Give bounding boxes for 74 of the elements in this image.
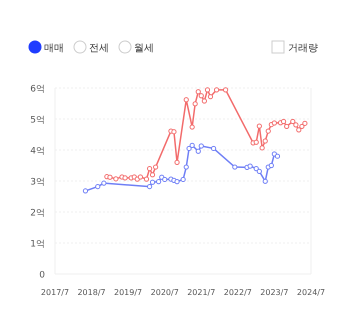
text: 월세 <box>134 43 154 54</box>
point <box>284 124 290 130</box>
point <box>122 175 128 181</box>
point <box>222 87 228 92</box>
x-tick-label: 2017/7 <box>40 288 70 297</box>
point <box>144 176 150 182</box>
x-tick-label: 2018/7 <box>77 288 106 297</box>
point <box>156 179 162 184</box>
point <box>153 164 158 170</box>
point <box>180 176 186 182</box>
point <box>147 184 152 190</box>
point <box>232 164 238 170</box>
y-tick-label: 0 <box>39 270 46 280</box>
point <box>147 166 152 172</box>
point <box>204 87 210 92</box>
point <box>266 128 271 134</box>
point <box>198 93 204 98</box>
point <box>95 184 100 190</box>
y-tick-label: 2억 <box>30 208 45 218</box>
point <box>262 178 268 184</box>
point <box>254 140 259 145</box>
point <box>302 120 308 126</box>
point <box>192 101 198 106</box>
point <box>162 176 168 182</box>
point <box>174 160 180 166</box>
y-tick-label: 5억 <box>30 116 45 126</box>
point <box>256 168 262 174</box>
point <box>268 162 274 168</box>
point <box>82 188 88 194</box>
text: 매매 <box>44 43 64 54</box>
point <box>256 124 262 129</box>
y-tick-label: 6억 <box>30 84 45 94</box>
point <box>293 122 298 128</box>
point <box>150 172 156 178</box>
point <box>290 118 296 124</box>
point <box>274 154 280 159</box>
point <box>196 89 201 94</box>
point <box>248 164 253 169</box>
point <box>171 129 177 134</box>
point <box>190 124 195 130</box>
x-tick-label: 2020/7 <box>150 288 179 297</box>
point <box>260 145 265 150</box>
point <box>254 166 259 172</box>
x-tick-label: 2024/7 <box>296 288 326 297</box>
y-tick-label: 3억 <box>30 178 45 188</box>
point <box>299 124 304 130</box>
point <box>196 148 201 154</box>
point <box>202 98 207 104</box>
point <box>113 176 118 182</box>
point <box>214 87 220 92</box>
point <box>184 164 189 170</box>
point <box>210 146 216 152</box>
y-tick-label: 4억 <box>30 146 45 156</box>
point <box>190 142 195 148</box>
point <box>280 118 286 124</box>
point <box>262 138 268 144</box>
point <box>138 174 144 180</box>
point <box>296 127 302 132</box>
x-tick-label: 2022/7 <box>224 288 252 297</box>
point <box>198 143 204 149</box>
point <box>174 179 180 184</box>
point <box>184 97 189 102</box>
point <box>150 180 156 185</box>
x-tick-label: 2019/7 <box>114 288 142 297</box>
point <box>208 94 214 100</box>
x-tick-label: 2021/7 <box>187 288 216 297</box>
point <box>101 180 106 186</box>
y-tick-label: 1억 <box>30 240 45 250</box>
point <box>272 120 277 126</box>
text: 거래량 <box>288 43 318 54</box>
point <box>186 146 192 152</box>
text: 전세 <box>89 43 109 54</box>
x-tick-label: 2023/7 <box>260 288 288 297</box>
point <box>107 174 113 180</box>
